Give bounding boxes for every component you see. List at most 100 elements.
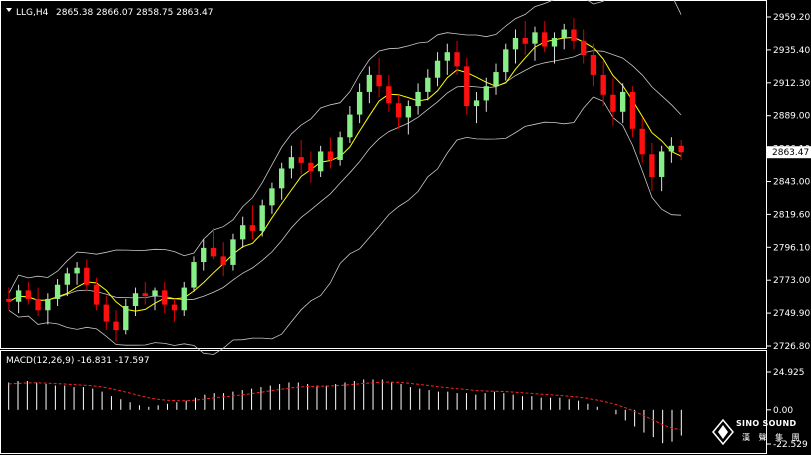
candle-body xyxy=(191,262,197,288)
candle-body xyxy=(386,86,392,104)
candle xyxy=(35,287,41,316)
candle-body xyxy=(162,290,168,305)
candle-body xyxy=(15,290,22,302)
candle xyxy=(210,228,217,260)
price-tick-label: 2889.00 xyxy=(773,112,810,122)
candle xyxy=(561,23,567,50)
macd-histogram xyxy=(8,379,682,444)
candle-body xyxy=(493,72,499,87)
candle xyxy=(317,145,324,177)
candle xyxy=(278,162,285,200)
candle xyxy=(288,145,295,179)
candle-body xyxy=(551,38,558,47)
candle xyxy=(162,281,168,314)
candle-body xyxy=(542,32,548,47)
candle xyxy=(337,131,343,166)
candle xyxy=(386,74,392,112)
moving-average xyxy=(8,36,682,312)
price-axis: 2959.202935.402912.302889.002866.102843.… xyxy=(767,13,811,352)
candle-body xyxy=(210,247,217,257)
sino-sound-logo: SINO SOUND 漢 聲 集 團 xyxy=(712,417,808,451)
candle xyxy=(649,142,655,192)
candle-body xyxy=(415,91,421,107)
candle-body xyxy=(142,293,148,297)
candle xyxy=(123,298,129,335)
candle xyxy=(473,91,480,124)
candle-body xyxy=(317,151,324,172)
candle-body xyxy=(132,293,139,307)
candle xyxy=(610,77,616,126)
candle xyxy=(415,83,421,115)
price-tick-label: 2935.40 xyxy=(773,46,810,56)
candle-body xyxy=(571,29,577,41)
candle xyxy=(6,287,12,311)
candle-body xyxy=(561,29,567,39)
candle-body xyxy=(668,145,675,152)
macd-tick-label: 0.00 xyxy=(773,406,793,416)
candle-body xyxy=(269,188,275,206)
main-panel-frame xyxy=(0,0,767,349)
candle-body xyxy=(35,298,41,311)
candle-body xyxy=(337,137,343,160)
candle xyxy=(152,287,158,311)
candle xyxy=(503,43,509,81)
candle-body xyxy=(444,52,450,61)
candle-body xyxy=(532,32,538,44)
candle xyxy=(444,43,450,75)
candle xyxy=(590,43,597,87)
candle-body xyxy=(308,162,314,172)
macd-panel-frame xyxy=(0,350,767,454)
candle-body xyxy=(639,128,645,155)
candle-body xyxy=(74,267,80,274)
candle-body xyxy=(503,49,509,73)
candle xyxy=(571,18,577,50)
dropdown-arrow-icon[interactable] xyxy=(6,8,12,12)
candle xyxy=(483,77,489,112)
candle xyxy=(512,29,519,64)
candle xyxy=(493,63,499,95)
candle-body xyxy=(600,74,606,95)
symbol-label: LLG,H4 xyxy=(16,8,49,18)
candle-body xyxy=(649,154,655,177)
candle xyxy=(542,21,548,53)
candle xyxy=(464,57,470,115)
candle-body xyxy=(25,290,32,299)
candle-body xyxy=(201,247,207,263)
candle-body xyxy=(366,74,373,92)
candle-body xyxy=(278,168,285,189)
candle xyxy=(132,287,139,316)
price-tick-label: 2912.30 xyxy=(773,79,810,89)
candle xyxy=(269,182,275,214)
candle xyxy=(220,242,226,277)
candle xyxy=(54,279,61,307)
candle xyxy=(327,137,334,169)
candle xyxy=(581,29,587,64)
candle xyxy=(658,145,665,192)
candle xyxy=(600,60,606,107)
candle xyxy=(668,137,675,163)
candle-body xyxy=(629,91,636,129)
candle-body xyxy=(658,151,665,177)
candle-body xyxy=(522,38,528,44)
candle-body xyxy=(610,94,616,112)
price-tick-label: 2843.00 xyxy=(773,178,810,188)
middle-band xyxy=(8,50,682,303)
upper-band xyxy=(8,0,682,294)
candle-body xyxy=(405,106,412,118)
candle xyxy=(45,293,51,325)
candle xyxy=(454,40,460,75)
logo-title: SINO SOUND xyxy=(736,419,797,428)
candle xyxy=(201,239,207,271)
candle-body xyxy=(347,114,353,138)
candle xyxy=(366,66,373,104)
candle xyxy=(171,298,178,322)
candle-body xyxy=(103,304,109,322)
candle-body xyxy=(298,157,304,163)
candle-body xyxy=(454,52,460,67)
candles xyxy=(6,18,684,342)
price-tick-label: 2726.80 xyxy=(773,342,810,352)
candle xyxy=(230,233,236,271)
candle xyxy=(551,32,558,64)
candle-body xyxy=(356,91,363,115)
